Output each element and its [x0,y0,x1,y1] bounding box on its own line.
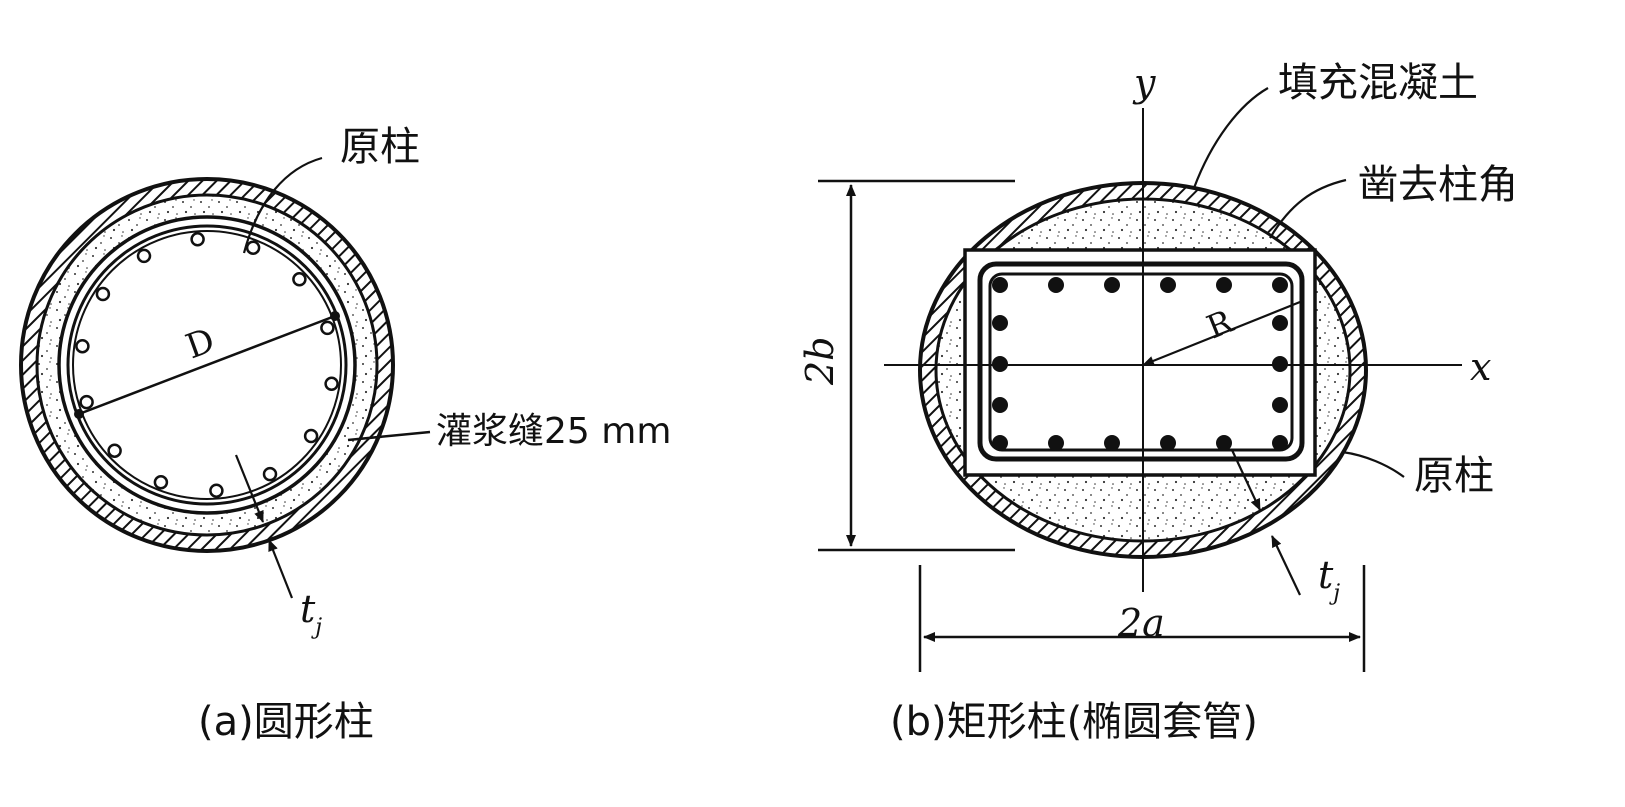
diameter-end-dot [330,311,340,321]
chiseled-corner-label: 凿去柱角 [1358,162,1518,208]
rebar [1048,277,1064,293]
rebar [1048,435,1064,451]
thickness-label: tj [1318,553,1340,606]
thickness-arrow-outer [267,539,294,599]
diameter-end-dot [74,409,84,419]
rebar [992,277,1008,293]
thickness-arrow-inner [1231,449,1261,511]
grout-gap-leader [347,430,431,442]
caption-b: (b)矩形柱(椭圆套管) [890,699,1258,745]
radius-line [1142,300,1301,367]
rebar [95,286,111,302]
rebar [262,466,278,482]
rebar [1104,435,1120,451]
stirrup-ring-inner [72,230,342,500]
rebar [107,443,122,458]
original-column-label: 原柱 [340,124,420,170]
filled-concrete-label: 填充混凝土 [1278,60,1478,106]
original-column-leader [1341,450,1405,478]
grout-gap-label: 灌浆缝25 mm [436,411,671,452]
rebar [320,320,335,336]
rebar [992,397,1008,413]
width-label: 2a [1117,601,1165,645]
caption-a: (a)圆形柱 [198,699,374,745]
rebar-group [75,232,339,498]
rebar [1272,397,1288,413]
height-label: 2b [798,336,842,386]
rebar [1104,277,1120,293]
rebar [1272,435,1288,451]
rebar [75,338,90,354]
rebar [324,376,339,392]
original-column-leader [242,156,323,254]
rebar [136,248,152,264]
figure-a-circular-column: D 原柱 灌浆缝25 mm tj [19,124,671,640]
original-column-core [977,261,1305,462]
rebar [1160,277,1176,293]
y-axis-label: y [1132,61,1156,105]
thickness-arrow-inner [234,454,265,523]
thickness-arrow-outer [1271,535,1301,596]
figure-b-rectangular-column: y x R 2b 2a 填充混凝土 凿去柱角 原柱 tj [798,60,1518,672]
rebar [1216,435,1232,451]
chiseled-corner-leader [1269,178,1347,239]
rebar [292,272,307,287]
rebar [153,475,169,490]
rebar [245,240,261,255]
rebar [1160,435,1176,451]
rebar [303,428,319,444]
stirrup-ring [66,224,348,506]
rebar-group [992,277,1288,451]
rebar [209,483,224,498]
rebar [79,394,94,410]
diameter-line [78,314,336,416]
rebar [1272,277,1288,293]
stirrup-rect [988,272,1294,452]
original-column-label: 原柱 [1414,453,1494,499]
x-axis-label: x [1470,345,1491,389]
thickness-label: tj [300,587,322,640]
filled-concrete-leader [1192,87,1269,189]
rebar [190,232,205,247]
rebar [992,315,1008,331]
rebar [1272,315,1288,331]
rebar [1216,277,1232,293]
rebar [992,435,1008,451]
